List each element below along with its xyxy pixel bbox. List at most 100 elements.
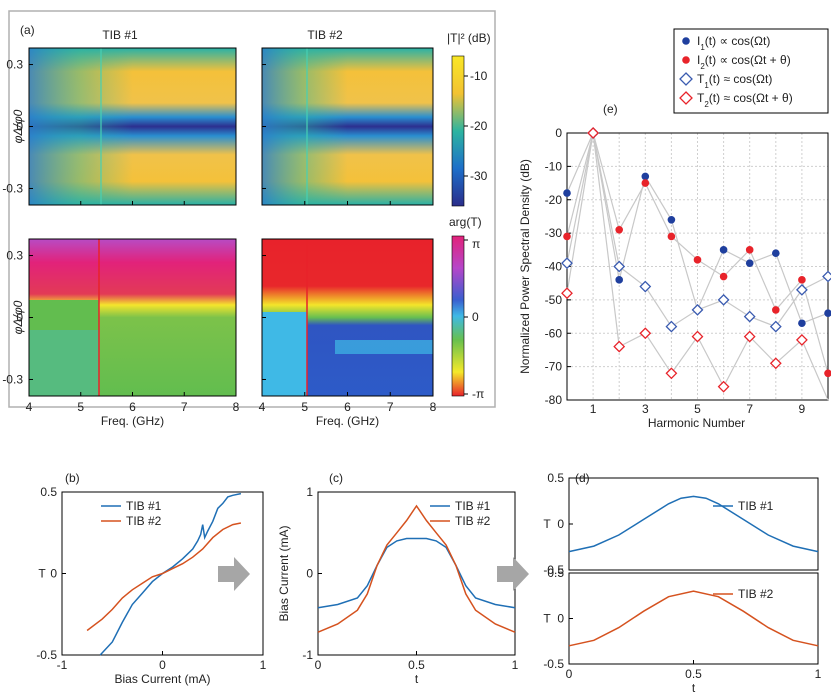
b-xtick-label: 1 xyxy=(260,658,267,672)
e-point-2 xyxy=(613,260,626,273)
b-series-1 xyxy=(86,522,242,632)
e-point-1 xyxy=(563,232,571,241)
map-ytick-label: 0 xyxy=(16,311,23,325)
map-ytick-label: 0 xyxy=(16,120,23,134)
e-point-1 xyxy=(745,246,754,254)
e-point-1 xyxy=(772,306,780,314)
b-ylabel: T xyxy=(38,567,46,581)
d2-xtick-label: 0.5 xyxy=(685,667,702,681)
map-xlabel: Freq. (GHz) xyxy=(316,414,379,428)
e-xtick-label: 9 xyxy=(799,402,806,416)
map-xtick-label: 6 xyxy=(344,400,351,414)
e-legend-marker xyxy=(679,72,693,86)
e-legend-label: T1(t) ≈ cos(Ωt) xyxy=(697,72,772,90)
colorbar-tick-label: -π xyxy=(472,387,484,401)
e-point-3 xyxy=(743,330,756,343)
map-title-tib1: TIB #1 xyxy=(102,28,138,42)
e-point-2 xyxy=(639,280,652,293)
c-ylabel: Bias Current (mA) xyxy=(277,525,291,621)
e-ytick-label: -60 xyxy=(545,326,563,340)
c-xlabel: t xyxy=(415,672,419,686)
e-point-3 xyxy=(665,367,678,380)
d2-ytick-label: 0.5 xyxy=(547,566,564,580)
e-point-2 xyxy=(822,270,831,283)
e-xtick-label: 3 xyxy=(642,402,649,416)
e-point-2 xyxy=(769,320,782,333)
e-ytick-label: -70 xyxy=(545,360,563,374)
d2-ytick-label: -0.5 xyxy=(543,657,564,671)
c-series-0 xyxy=(317,537,516,609)
c-ytick-label: 1 xyxy=(306,485,313,499)
panel-a-label: (a) xyxy=(20,23,35,37)
e-point-2 xyxy=(717,293,730,306)
e-point-0 xyxy=(667,215,676,224)
e-legend: I1(t) ∝ cos(Ωt)I2(t) ∝ cos(Ωt + θ)T1(t) … xyxy=(673,28,829,114)
c-xtick-label: 0.5 xyxy=(408,658,425,672)
d2-ytick-label: 0 xyxy=(557,612,564,626)
e-point-2 xyxy=(743,310,756,323)
e-point-1 xyxy=(615,225,623,234)
e-point-2 xyxy=(691,303,704,316)
colorbar-tick-label: -30 xyxy=(470,169,488,183)
e-point-3 xyxy=(613,340,626,353)
b-ytick-label: 0 xyxy=(50,567,57,581)
e-ytick-label: 0 xyxy=(555,126,562,140)
e-point-3 xyxy=(561,287,573,300)
e-legend-label: I2(t) ∝ cos(Ωt + θ) xyxy=(697,53,791,71)
colorbar-phase-label: arg(T) xyxy=(449,215,482,229)
panel-d-top: (d) 0.5 0 -0.5 T TIB #1 xyxy=(543,471,819,577)
b-ytick-label: -0.5 xyxy=(36,648,57,662)
b-legend-label: TIB #1 xyxy=(126,499,162,513)
d2-xlabel: t xyxy=(692,681,696,692)
e-point-2 xyxy=(665,320,678,333)
e-point-0 xyxy=(719,246,728,254)
e-xtick-label: 5 xyxy=(694,402,701,416)
d1-legend-label: TIB #1 xyxy=(738,499,774,513)
d1-ytick-label: 0 xyxy=(557,517,564,531)
colorbar-phase xyxy=(451,235,465,397)
e-point-3 xyxy=(587,127,600,139)
d2-xtick-label: 0 xyxy=(566,667,573,681)
e-legend-label: T2(t) ≈ cos(Ωt + θ) xyxy=(697,91,793,109)
e-ylabel: Normalized Power Spectral Density (dB) xyxy=(518,159,532,374)
e-point-0 xyxy=(615,276,623,284)
map-phase-tib1 xyxy=(28,238,237,397)
map-xtick-label: 5 xyxy=(77,400,84,414)
d2-ylabel: T xyxy=(543,612,551,626)
e-point-0 xyxy=(824,309,831,318)
panel-e: (e) 0 -10 -20 -30 -40 -50 -60 -70 -80 1 3 5 7 9 Harmoni… xyxy=(518,28,831,430)
e-legend-label: I1(t) ∝ cos(Ωt) xyxy=(697,34,770,52)
e-point-1 xyxy=(824,369,831,378)
b-legend-label: TIB #2 xyxy=(126,514,162,528)
map-xtick-label: 8 xyxy=(233,400,240,414)
e-ytick-label: -50 xyxy=(545,293,563,307)
d2-series-0 xyxy=(568,590,819,647)
b-xlabel: Bias Current (mA) xyxy=(114,672,210,686)
c-xtick-label: 1 xyxy=(512,658,519,672)
map-xtick-label: 7 xyxy=(387,400,394,414)
colorbar-tick-label: -20 xyxy=(470,119,488,133)
e-ytick-label: -40 xyxy=(545,260,563,274)
map-ylabel: φΔ/φ0 xyxy=(11,109,25,143)
e-xlabel: Harmonic Number xyxy=(648,416,745,430)
e-xtick-label: 7 xyxy=(746,402,753,416)
d1-ytick-label: -0.5 xyxy=(543,563,564,577)
panel-b: (b) 0.5 0 -0.5-1 0 1 Bias Current (mA) T TIB #1T… xyxy=(36,471,266,686)
map-xtick-label: 6 xyxy=(129,400,136,414)
map-phase-tib2 xyxy=(261,238,434,397)
map-title-tib2: TIB #2 xyxy=(307,28,343,42)
map-ytick-label: -0.3 xyxy=(2,372,23,386)
colorbar-magnitude-label: |T|² (dB) xyxy=(447,31,491,45)
d2-legend-label: TIB #2 xyxy=(738,587,774,601)
e-point-1 xyxy=(719,272,728,281)
map-magnitude-tib2 xyxy=(261,47,434,206)
colorbar-tick-label: 0 xyxy=(472,310,479,324)
arrow-c-to-d xyxy=(497,557,529,591)
e-point-1 xyxy=(693,256,702,264)
map-xlabel: Freq. (GHz) xyxy=(101,414,164,428)
e-point-3 xyxy=(691,330,704,343)
map-xtick-label: 7 xyxy=(181,400,188,414)
